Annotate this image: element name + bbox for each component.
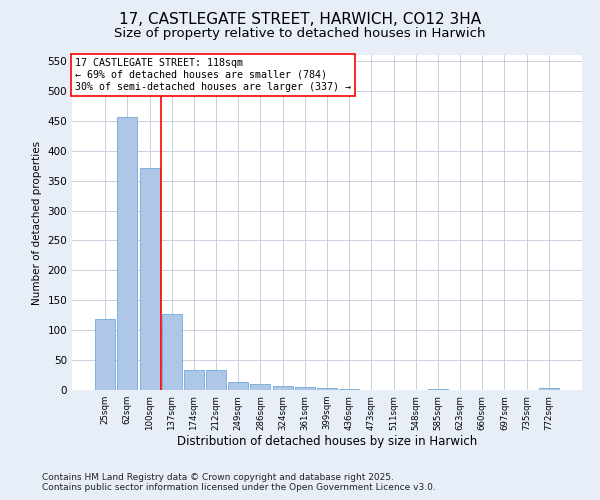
Bar xyxy=(140,168,160,390)
Bar xyxy=(162,314,182,390)
Y-axis label: Number of detached properties: Number of detached properties xyxy=(32,140,42,304)
Bar xyxy=(250,384,271,390)
Bar xyxy=(95,319,115,390)
Bar xyxy=(272,386,293,390)
Text: 17, CASTLEGATE STREET, HARWICH, CO12 3HA: 17, CASTLEGATE STREET, HARWICH, CO12 3HA xyxy=(119,12,481,28)
Bar xyxy=(228,382,248,390)
Bar xyxy=(206,370,226,390)
X-axis label: Distribution of detached houses by size in Harwich: Distribution of detached houses by size … xyxy=(177,436,477,448)
Bar xyxy=(118,117,137,390)
Text: Size of property relative to detached houses in Harwich: Size of property relative to detached ho… xyxy=(114,28,486,40)
Bar xyxy=(295,387,315,390)
Bar xyxy=(184,370,204,390)
Bar xyxy=(317,388,337,390)
Bar xyxy=(539,388,559,390)
Text: Contains HM Land Registry data © Crown copyright and database right 2025.
Contai: Contains HM Land Registry data © Crown c… xyxy=(42,473,436,492)
Text: 17 CASTLEGATE STREET: 118sqm
← 69% of detached houses are smaller (784)
30% of s: 17 CASTLEGATE STREET: 118sqm ← 69% of de… xyxy=(74,58,350,92)
